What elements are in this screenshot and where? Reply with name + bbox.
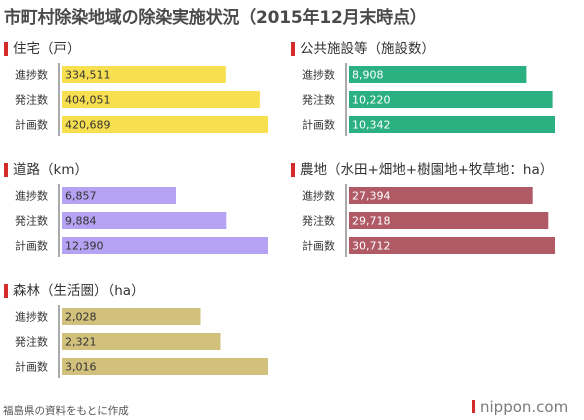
bar [349,91,553,108]
bar [349,116,555,133]
section-marker [291,163,295,177]
section-marker [4,42,8,56]
bar [62,308,201,325]
bar-value-label: 30,712 [352,240,391,253]
category-label: 計画数 [15,239,48,253]
chart-forest: 森林（生活圏）（ha） 進捗数 2,028 発注数 2,321 計画数 3,016 [4,282,294,402]
category-label: 進捗数 [302,68,335,82]
logo-mark-icon [472,400,475,413]
bar-value-label: 420,689 [65,119,111,132]
bar [349,66,527,83]
category-label: 発注数 [15,93,48,107]
source-note: 福島県の資料をもとに作成 [3,405,129,417]
category-label: 発注数 [302,93,335,107]
bar-value-label: 29,718 [352,215,391,228]
chart-farmland: 農地（水田+畑地+樹園地+牧草地：ha） 進捗数 27,394 発注数 29,718 計… [291,161,581,281]
chart-title: 公共施設等（施設数） [300,41,435,57]
section-marker [4,163,8,177]
bar-chart-svg: 進捗数 2,028 発注数 2,321 計画数 3,016 [15,305,268,378]
bar-value-label: 9,884 [65,215,97,228]
bar-value-label: 10,220 [352,94,391,107]
bar-value-label: 10,342 [352,119,391,132]
bar-value-label: 404,051 [65,94,111,107]
bar-value-label: 2,028 [65,311,97,324]
category-label: 計画数 [15,118,48,132]
section-marker [4,284,8,298]
chart-title: 農地（水田+畑地+樹園地+牧草地：ha） [300,162,554,178]
bar [62,237,268,254]
bar-chart-svg: 進捗数 6,857 発注数 9,884 計画数 12,390 [15,184,268,257]
bar-value-label: 334,511 [65,69,111,82]
bar-chart-svg: 進捗数 8,908 発注数 10,220 計画数 10,342 [302,63,555,136]
category-label: 進捗数 [15,310,48,324]
bar [62,187,176,204]
bar-value-label: 6,857 [65,190,97,203]
category-label: 進捗数 [15,68,48,82]
chart-housing: 住宅（戸） 進捗数 334,511 発注数 404,051 計画数 420,689 [4,40,294,160]
bar-value-label: 27,394 [352,190,391,203]
bar [62,66,226,83]
category-label: 発注数 [302,214,335,228]
bar [62,333,221,350]
section-marker [291,42,295,56]
bar-chart-svg: 進捗数 27,394 発注数 29,718 計画数 30,712 [302,184,555,257]
chart-public-facilities: 公共施設等（施設数） 進捗数 8,908 発注数 10,220 計画数 10,342 [291,40,581,160]
bar [349,212,549,229]
nippon-logo[interactable]: nippon.com [472,398,568,416]
page-title: 市町村除染地域の除染実施状況（2015年12月末時点） [4,8,427,28]
bar [349,187,533,204]
bar [62,212,227,229]
bar [62,116,268,133]
chart-title: 道路（km） [13,162,88,178]
bar-value-label: 12,390 [65,240,104,253]
category-label: 進捗数 [15,189,48,203]
bar-value-label: 2,321 [65,336,97,349]
bar [349,237,555,254]
chart-roads: 道路（km） 進捗数 6,857 発注数 9,884 計画数 12,390 [4,161,294,281]
chart-title: 森林（生活圏）（ha） [13,283,145,299]
bar-value-label: 8,908 [352,69,384,82]
bar-value-label: 3,016 [65,361,97,374]
category-label: 発注数 [15,214,48,228]
category-label: 進捗数 [302,189,335,203]
category-label: 発注数 [15,335,48,349]
logo-text: nippon.com [480,398,569,416]
bar [62,91,260,108]
bar-chart-svg: 進捗数 334,511 発注数 404,051 計画数 420,689 [15,63,268,136]
category-label: 計画数 [15,360,48,374]
chart-title: 住宅（戸） [13,41,81,57]
category-label: 計画数 [302,118,335,132]
bar [62,358,268,375]
category-label: 計画数 [302,239,335,253]
